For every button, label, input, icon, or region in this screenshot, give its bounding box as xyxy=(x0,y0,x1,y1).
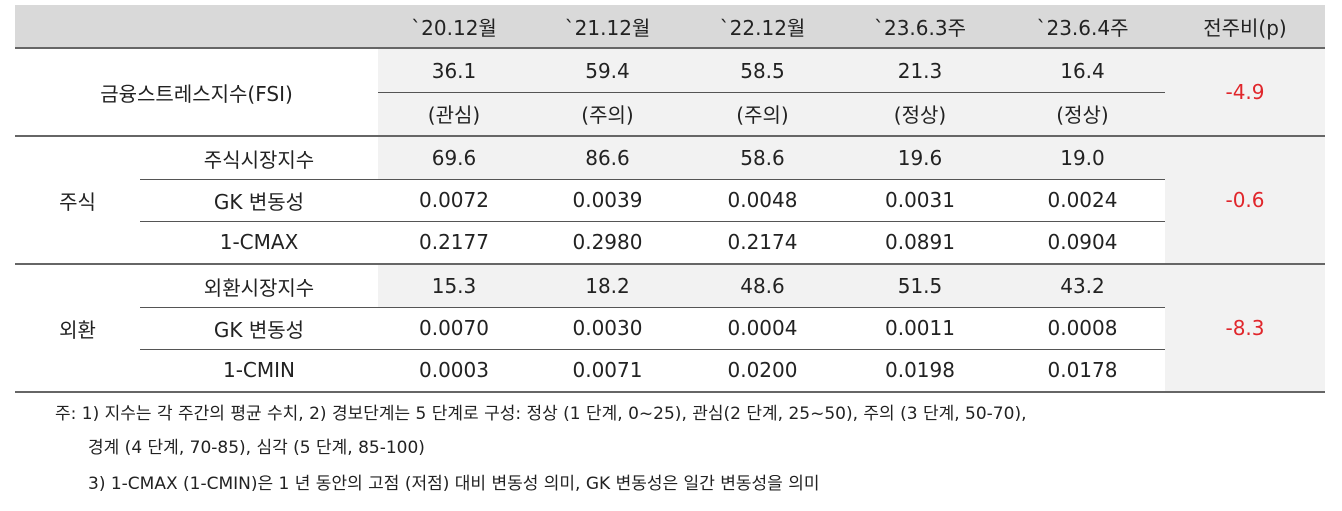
value: 0.0048 xyxy=(727,188,798,212)
group-label: 외환 xyxy=(59,317,96,342)
value: 0.2177 xyxy=(419,230,489,254)
value: 0.2174 xyxy=(727,230,798,254)
value: 48.6 xyxy=(740,274,785,298)
column-header: `20.12월 xyxy=(411,16,497,40)
value: 0.0198 xyxy=(885,358,955,382)
change: -8.3 xyxy=(1225,316,1265,340)
value: 15.3 xyxy=(431,274,477,298)
status: (정상) xyxy=(893,103,947,127)
shade xyxy=(1165,49,1325,135)
change: -4.9 xyxy=(1225,80,1265,104)
column-header: `23.6.3주 xyxy=(873,16,966,40)
value: 58.6 xyxy=(740,146,785,170)
rule xyxy=(140,221,1165,222)
value: 0.0008 xyxy=(1047,316,1118,340)
row-label: 1-CMIN xyxy=(222,358,296,382)
value: 19.0 xyxy=(1060,146,1105,170)
header-bg xyxy=(15,5,1325,48)
value: 0.0003 xyxy=(419,358,489,382)
value: 59.4 xyxy=(585,58,630,83)
column-header: `21.12월 xyxy=(564,16,651,40)
value: 0.0031 xyxy=(885,188,955,212)
value: 0.0071 xyxy=(572,358,643,382)
footnote: 경계 (4 단계, 70-85), 심각 (5 단계, 85-100) xyxy=(88,438,425,458)
value: 0.0024 xyxy=(1047,188,1118,212)
column-header: `22.12월 xyxy=(719,16,806,40)
value: 19.6 xyxy=(897,146,943,170)
value: 0.0070 xyxy=(419,316,489,340)
value: 18.2 xyxy=(585,274,630,298)
row-label: GK 변동성 xyxy=(213,317,305,342)
status: (정상) xyxy=(1056,103,1109,127)
shade xyxy=(1165,137,1325,263)
group-label: 주식 xyxy=(59,189,96,214)
row-label: 금융스트레스지수(FSI) xyxy=(100,81,293,106)
shade xyxy=(1165,265,1325,391)
column-header: `23.6.4주 xyxy=(1036,16,1129,40)
value: 0.0039 xyxy=(572,188,643,212)
rule xyxy=(140,349,1165,350)
row-label: 주식시장지수 xyxy=(203,147,315,172)
shade xyxy=(378,137,1165,179)
value: 0.0178 xyxy=(1047,358,1118,382)
status: (관심) xyxy=(427,103,481,127)
shade xyxy=(378,265,1165,307)
value: 0.0004 xyxy=(727,316,798,340)
status: (주의) xyxy=(581,103,634,127)
value: 86.6 xyxy=(585,146,630,170)
value: 0.2980 xyxy=(572,230,643,254)
value: 0.0072 xyxy=(419,188,489,212)
value: 43.2 xyxy=(1060,274,1105,298)
value: 16.4 xyxy=(1060,58,1105,83)
value: 0.0011 xyxy=(885,316,955,340)
value: 36.1 xyxy=(431,58,477,83)
value: 69.6 xyxy=(431,146,477,170)
rule xyxy=(15,47,1325,49)
value: 51.5 xyxy=(897,274,943,298)
change: -0.6 xyxy=(1225,188,1265,212)
column-header: 전주비(p) xyxy=(1203,16,1287,40)
rule xyxy=(378,92,1165,93)
footnote: 주: 1) 지수는 각 주간의 평균 수치, 2) 경보단계는 5 단계로 구성… xyxy=(55,404,1027,424)
rule xyxy=(15,135,1325,137)
row-label: 외환시장지수 xyxy=(203,275,315,300)
value: 58.5 xyxy=(740,58,785,83)
footnote: 3) 1-CMAX (1-CMIN)은 1 년 동안의 고점 (저점) 대비 변… xyxy=(88,474,820,494)
row-label: GK 변동성 xyxy=(213,189,305,214)
value: 0.0030 xyxy=(572,316,643,340)
status: (주의) xyxy=(736,103,789,127)
value: 0.0904 xyxy=(1047,230,1118,254)
value: 21.3 xyxy=(897,58,943,83)
row-label: 1-CMAX xyxy=(219,230,299,254)
rule xyxy=(15,391,1325,393)
rule xyxy=(15,263,1325,265)
value: 0.0891 xyxy=(885,230,955,254)
rule xyxy=(140,179,1165,180)
rule xyxy=(140,307,1165,308)
value: 0.0200 xyxy=(727,358,798,382)
